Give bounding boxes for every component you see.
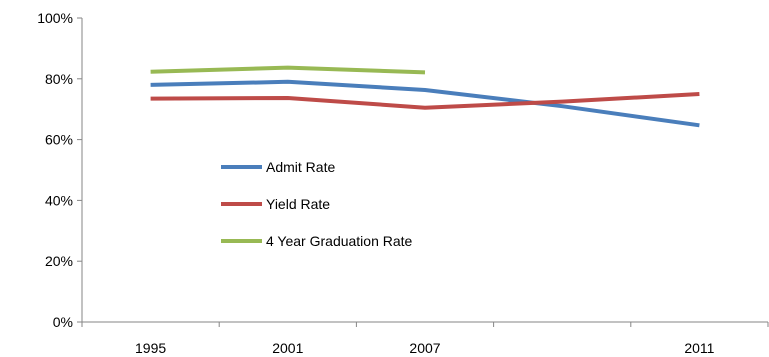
series-lines <box>150 65 700 128</box>
y-tick-label: 80% <box>45 71 73 87</box>
y-tick-label: 0% <box>53 314 73 330</box>
x-axis: 1995 2001 2007 2011 <box>81 321 769 356</box>
y-tick-label: 60% <box>45 132 73 148</box>
x-tick-label: 1995 <box>135 340 166 356</box>
x-tick-label: 2011 <box>684 340 714 356</box>
x-tick-label: 2001 <box>272 340 303 356</box>
series-line-admit-rate <box>150 79 700 128</box>
series-line-4-year-graduation-rate <box>150 65 426 75</box>
y-tick-label: 20% <box>45 253 73 269</box>
x-tick-label: 2007 <box>409 340 440 356</box>
y-tick-label: 40% <box>45 192 73 208</box>
legend-label-admit-rate: Admit Rate <box>266 159 335 175</box>
legend-label-yield-rate: Yield Rate <box>266 196 330 212</box>
legend: Admit Rate Yield Rate 4 Year Graduation Ra… <box>221 159 413 249</box>
legend-label-4-year-graduation-rate: 4 Year Graduation Rate <box>266 233 413 249</box>
y-tick-label: 100% <box>37 10 73 26</box>
y-axis: 0% 20% 40% 60% 80% 100% <box>37 10 83 330</box>
series-line-yield-rate <box>150 92 700 110</box>
